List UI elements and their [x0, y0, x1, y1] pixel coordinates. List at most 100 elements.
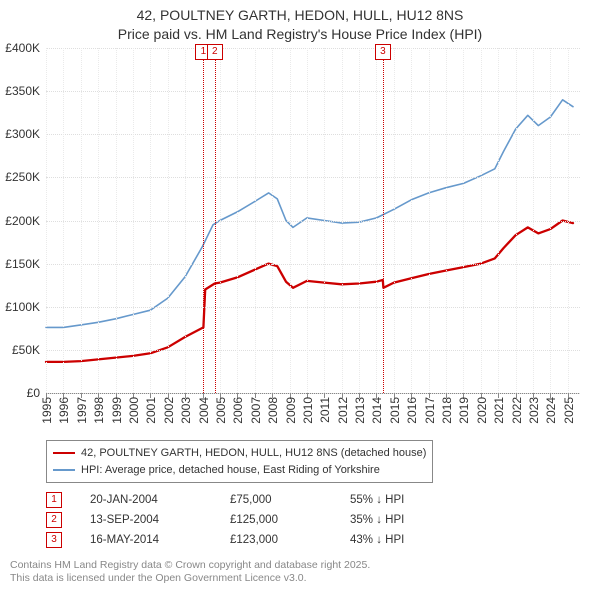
y-gridline [46, 350, 580, 351]
x-gridline [255, 48, 256, 393]
x-tick-label: 2005 [214, 397, 228, 424]
footer-attribution: Contains HM Land Registry data © Crown c… [10, 559, 370, 586]
x-tick-label: 2021 [492, 397, 506, 424]
x-gridline [290, 48, 291, 393]
x-tick-label: 1999 [110, 397, 124, 424]
legend-box: 42, POULTNEY GARTH, HEDON, HULL, HU12 8N… [46, 440, 433, 483]
footer-line1: Contains HM Land Registry data © Crown c… [10, 559, 370, 573]
x-gridline [307, 48, 308, 393]
x-gridline [429, 48, 430, 393]
x-gridline [46, 48, 47, 393]
y-gridline [46, 177, 580, 178]
footer-line2: This data is licensed under the Open Gov… [10, 572, 370, 586]
sales-table: 1 20-JAN-2004£75,00055% ↓ HPI 2 13-SEP-2004… [46, 490, 470, 550]
sales-price: £123,000 [230, 534, 350, 546]
title-line1: 42, POULTNEY GARTH, HEDON, HULL, HU12 8N… [0, 6, 600, 25]
x-tick-label: 2004 [197, 397, 211, 424]
sales-diff: 55% ↓ HPI [350, 494, 470, 506]
x-gridline [63, 48, 64, 393]
y-tick-label: £200K [5, 214, 40, 228]
sales-date: 20-JAN-2004 [90, 494, 230, 506]
legend-swatch [53, 469, 75, 471]
legend-row: 42, POULTNEY GARTH, HEDON, HULL, HU12 8N… [53, 445, 426, 462]
x-gridline [185, 48, 186, 393]
y-gridline [46, 264, 580, 265]
sales-price: £75,000 [230, 494, 350, 506]
x-tick-label: 2003 [179, 397, 193, 424]
sales-diff: 43% ↓ HPI [350, 534, 470, 546]
x-gridline [272, 48, 273, 393]
x-tick-label: 2024 [544, 397, 558, 424]
figure-container: 42, POULTNEY GARTH, HEDON, HULL, HU12 8N… [0, 0, 600, 590]
y-gridline [46, 134, 580, 135]
x-gridline [98, 48, 99, 393]
sale-marker-line [383, 48, 384, 393]
y-tick-label: £50K [12, 343, 40, 357]
sales-num-box: 2 [46, 512, 62, 528]
y-gridline [46, 307, 580, 308]
y-gridline [46, 91, 580, 92]
x-tick-label: 1997 [75, 397, 89, 424]
legend-label: HPI: Average price, detached house, East… [81, 462, 380, 479]
x-tick-label: 2002 [162, 397, 176, 424]
x-tick-label: 2009 [284, 397, 298, 424]
x-tick-label: 1996 [57, 397, 71, 424]
sales-row: 316-MAY-2014£123,00043% ↓ HPI [46, 530, 470, 550]
x-tick-label: 2007 [249, 397, 263, 424]
x-tick-label: 2008 [266, 397, 280, 424]
x-tick-label: 2020 [475, 397, 489, 424]
y-gridline [46, 393, 580, 394]
x-tick-label: 2012 [336, 397, 350, 424]
x-gridline [516, 48, 517, 393]
y-gridline [46, 48, 580, 49]
x-tick-label: 2011 [318, 397, 332, 423]
x-gridline [133, 48, 134, 393]
x-gridline [446, 48, 447, 393]
sale-marker-line [203, 48, 204, 393]
x-gridline [220, 48, 221, 393]
x-gridline [411, 48, 412, 393]
x-tick-label: 2015 [388, 397, 402, 424]
sales-price: £125,000 [230, 514, 350, 526]
y-tick-label: £400K [5, 41, 40, 55]
sales-date: 13-SEP-2004 [90, 514, 230, 526]
x-tick-label: 2013 [353, 397, 367, 424]
sale-marker-box: 3 [375, 44, 391, 60]
legend-swatch [53, 452, 75, 454]
legend-row: HPI: Average price, detached house, East… [53, 462, 426, 479]
title-block: 42, POULTNEY GARTH, HEDON, HULL, HU12 8N… [0, 0, 600, 44]
sale-marker-box: 2 [207, 44, 223, 60]
x-tick-label: 2019 [457, 397, 471, 424]
y-tick-label: £150K [5, 257, 40, 271]
sales-row: 1 20-JAN-2004£75,00055% ↓ HPI [46, 490, 470, 510]
x-gridline [376, 48, 377, 393]
x-tick-label: 2022 [510, 397, 524, 424]
sales-num-box: 1 [46, 492, 62, 508]
x-gridline [168, 48, 169, 393]
x-gridline [359, 48, 360, 393]
x-tick-label: 2016 [405, 397, 419, 424]
sales-num-box: 3 [46, 532, 62, 548]
x-gridline [498, 48, 499, 393]
title-line2: Price paid vs. HM Land Registry's House … [0, 25, 600, 44]
x-gridline [150, 48, 151, 393]
x-tick-label: 2010 [301, 397, 315, 424]
x-gridline [481, 48, 482, 393]
y-gridline [46, 221, 580, 222]
x-gridline [568, 48, 569, 393]
x-tick-label: 2014 [370, 397, 384, 424]
x-gridline [342, 48, 343, 393]
x-tick-label: 2017 [423, 397, 437, 424]
x-gridline [324, 48, 325, 393]
x-gridline [394, 48, 395, 393]
x-gridline [237, 48, 238, 393]
x-tick-label: 2000 [127, 397, 141, 424]
x-gridline [116, 48, 117, 393]
y-tick-label: £350K [5, 84, 40, 98]
x-tick-label: 2006 [231, 397, 245, 424]
y-tick-label: £0 [27, 386, 40, 400]
x-tick-label: 2025 [562, 397, 576, 424]
y-tick-label: £300K [5, 127, 40, 141]
y-tick-label: £100K [5, 300, 40, 314]
y-tick-label: £250K [5, 170, 40, 184]
